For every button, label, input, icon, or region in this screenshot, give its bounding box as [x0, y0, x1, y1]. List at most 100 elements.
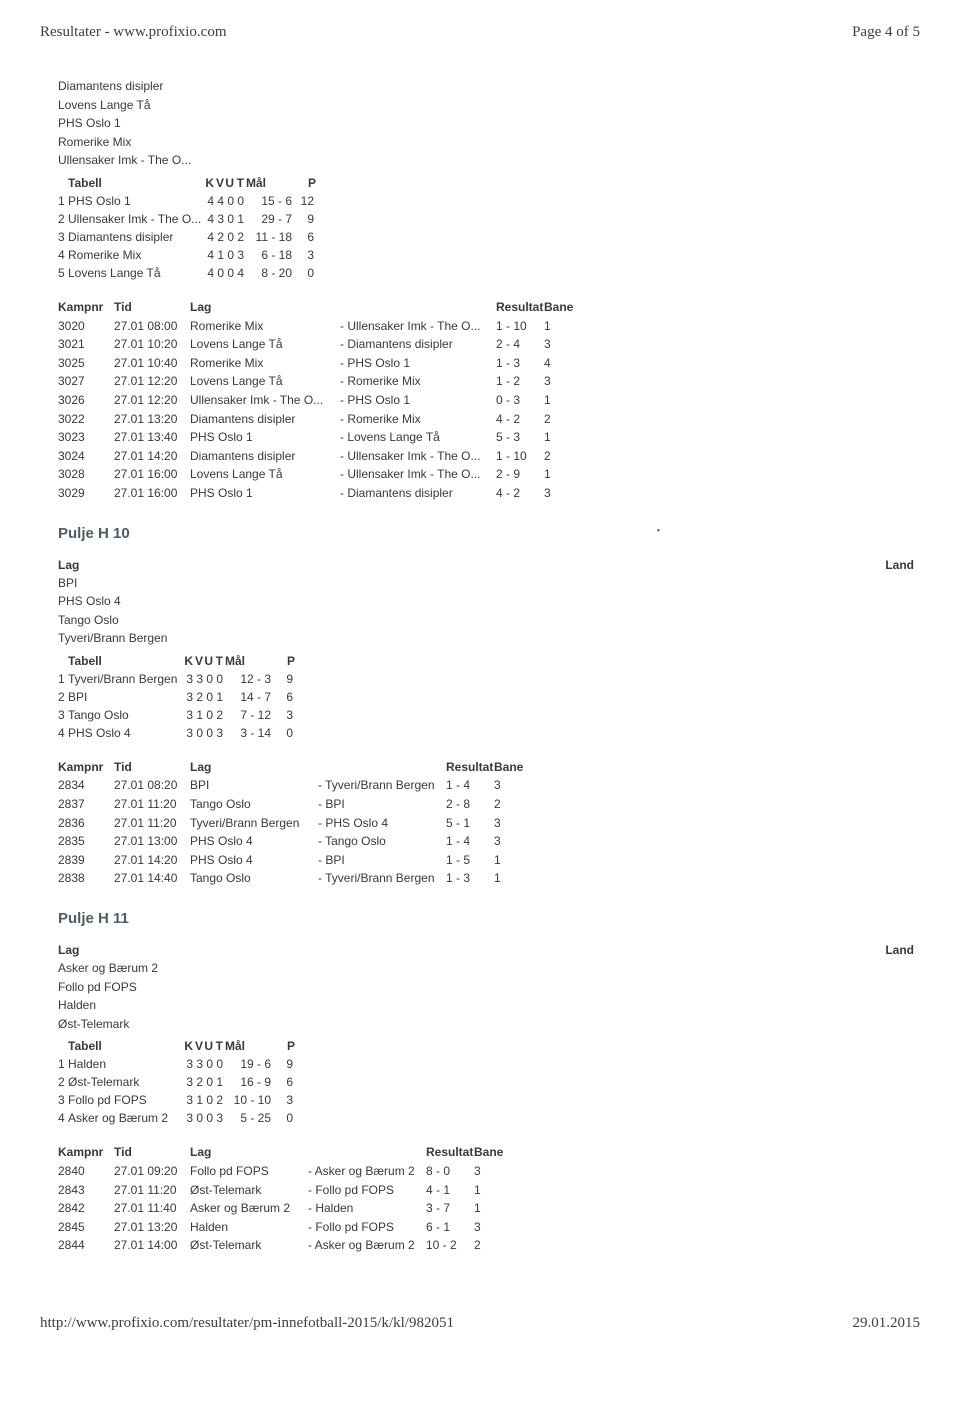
table-row: 3Diamantens disipler420211 - 186: [58, 228, 920, 246]
goals: 11 - 18: [244, 228, 292, 246]
bane: 1: [544, 317, 568, 336]
u: 0: [203, 1055, 213, 1073]
tid: 27.01 16:00: [114, 484, 190, 503]
match-row: 302827.01 16:00Lovens Lange Tå- Ullensak…: [58, 465, 920, 484]
team-name: BPI: [68, 688, 183, 706]
tid: 27.01 11:40: [114, 1199, 190, 1218]
team-home: Asker og Bærum 2: [190, 1199, 308, 1218]
col-p: P: [281, 652, 295, 670]
bane: 2: [494, 795, 518, 814]
table-row: 4Romerike Mix41036 - 183: [58, 246, 920, 264]
team-away: - PHS Oslo 1: [340, 391, 496, 410]
team-away: - BPI: [318, 795, 446, 814]
tid: 27.01 14:00: [114, 1236, 190, 1255]
k: 3: [183, 670, 193, 688]
col-lag: Lag: [190, 298, 340, 317]
col-tabell: Tabell: [68, 652, 183, 670]
table-row: 4PHS Oslo 430033 - 140: [58, 724, 920, 742]
tid: 27.01 10:40: [114, 354, 190, 373]
bane: 3: [544, 372, 568, 391]
team-away: - Halden: [308, 1199, 426, 1218]
table-row: 4Asker og Bærum 230035 - 250: [58, 1109, 920, 1127]
tid: 27.01 08:00: [114, 317, 190, 336]
team-name: Lovens Lange Tå: [68, 264, 204, 282]
v: 1: [214, 246, 224, 264]
team-away: - Ullensaker Imk - The O...: [340, 317, 496, 336]
kampnr: 3029: [58, 484, 114, 503]
k: 4: [204, 246, 214, 264]
tid: 27.01 13:20: [114, 410, 190, 429]
points: 12: [300, 192, 314, 210]
kampnr: 3025: [58, 354, 114, 373]
team-away: - Lovens Lange Tå: [340, 428, 496, 447]
team-away: - Follo pd FOPS: [308, 1218, 426, 1237]
match-row: 302027.01 08:00Romerike Mix- Ullensaker …: [58, 317, 920, 336]
team: Asker og Bærum 2: [58, 959, 920, 978]
footer-url: http://www.profixio.com/resultater/pm-in…: [40, 1315, 454, 1332]
kampnr: 3023: [58, 428, 114, 447]
pos: 2: [58, 688, 68, 706]
points: 3: [279, 706, 293, 724]
match-row: 283827.01 14:40Tango Oslo- Tyveri/Brann …: [58, 869, 920, 888]
col-k: K: [183, 652, 193, 670]
team: Tango Oslo: [58, 611, 920, 630]
kampnr: 2836: [58, 814, 114, 833]
team-home: BPI: [190, 776, 318, 795]
resultat: 8 - 0: [426, 1162, 474, 1181]
t: 1: [213, 688, 223, 706]
tid: 27.01 12:20: [114, 372, 190, 391]
match-row: 284427.01 14:00Øst-Telemark- Asker og Bæ…: [58, 1236, 920, 1255]
k: 3: [183, 1109, 193, 1127]
col-t: T: [213, 1037, 223, 1055]
u: 0: [224, 228, 234, 246]
match-row: 283527.01 13:00PHS Oslo 4- Tango Oslo1 -…: [58, 832, 920, 851]
points: 3: [300, 246, 314, 264]
col-p: P: [302, 174, 316, 192]
col-u: U: [203, 1037, 213, 1055]
team: PHS Oslo 4: [58, 592, 920, 611]
resultat: 2 - 9: [496, 465, 544, 484]
team-home: Halden: [190, 1218, 308, 1237]
goals: 19 - 6: [223, 1055, 271, 1073]
team-home: Lovens Lange Tå: [190, 465, 340, 484]
match-row: 284527.01 13:20Halden- Follo pd FOPS6 - …: [58, 1218, 920, 1237]
v: 2: [193, 1073, 203, 1091]
tid: 27.01 13:20: [114, 1218, 190, 1237]
v: 1: [193, 1091, 203, 1109]
team-home: PHS Oslo 4: [190, 832, 318, 851]
col-bane: Bane: [474, 1143, 498, 1162]
bane: 3: [494, 776, 518, 795]
tid: 27.01 12:20: [114, 391, 190, 410]
col-v: V: [214, 174, 224, 192]
col-resultat: Resultat: [446, 758, 494, 777]
kampnr: 2834: [58, 776, 114, 795]
group3-table: Tabell K V U T Mål P 1Halden330019 - 692…: [58, 1037, 920, 1127]
col-k: K: [183, 1037, 193, 1055]
team-away: - Ullensaker Imk - The O...: [340, 447, 496, 466]
resultat: 1 - 5: [446, 851, 494, 870]
table-row: 3Follo pd FOPS310210 - 103: [58, 1091, 920, 1109]
k: 4: [204, 228, 214, 246]
footer-date: 29.01.2015: [853, 1315, 921, 1332]
col-resultat: Resultat: [496, 298, 544, 317]
bane: 1: [544, 465, 568, 484]
bane: 3: [494, 814, 518, 833]
team-name: Tyveri/Brann Bergen: [68, 670, 183, 688]
page-footer: http://www.profixio.com/resultater/pm-in…: [40, 1315, 920, 1332]
match-row: 283927.01 14:20PHS Oslo 4- BPI1 - 51: [58, 851, 920, 870]
team: Romerike Mix: [58, 133, 920, 152]
team-home: Diamantens disipler: [190, 410, 340, 429]
pos: 2: [58, 210, 68, 228]
goals: 15 - 6: [244, 192, 292, 210]
pos: 1: [58, 1055, 68, 1073]
col-k: K: [204, 174, 214, 192]
resultat: 4 - 2: [496, 410, 544, 429]
match-row: 284227.01 11:40Asker og Bærum 2- Halden3…: [58, 1199, 920, 1218]
t: 2: [213, 706, 223, 724]
team-name: Romerike Mix: [68, 246, 204, 264]
v: 0: [193, 724, 203, 742]
team-away: - Tyveri/Brann Bergen: [318, 776, 446, 795]
goals: 6 - 18: [244, 246, 292, 264]
match-row: 283427.01 08:20BPI- Tyveri/Brann Bergen1…: [58, 776, 920, 795]
kampnr: 2845: [58, 1218, 114, 1237]
